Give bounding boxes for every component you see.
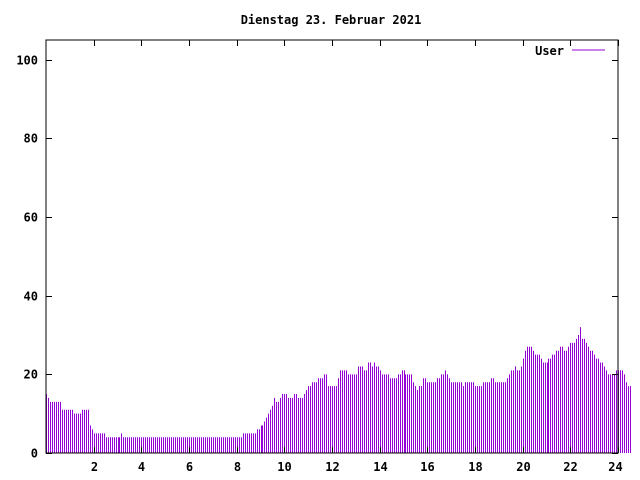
x-tick-label: 6 bbox=[186, 460, 193, 474]
y-tick-label: 80 bbox=[24, 132, 38, 146]
x-tick-label: 2 bbox=[91, 460, 98, 474]
x-tick-label: 12 bbox=[325, 460, 339, 474]
x-tick-label: 10 bbox=[277, 460, 291, 474]
y-tick-label: 60 bbox=[24, 211, 38, 225]
x-axis: 2 4 6 8 10 12 14 16 18 20 22 24 bbox=[91, 40, 623, 474]
x-tick-label: 8 bbox=[234, 460, 241, 474]
y-tick-label: 20 bbox=[24, 368, 38, 382]
y-tick-label: 40 bbox=[24, 290, 38, 304]
x-tick-label: 14 bbox=[373, 460, 387, 474]
chart-title: Dienstag 23. Februar 2021 bbox=[241, 13, 422, 27]
legend-label-user: User bbox=[535, 44, 564, 58]
data-bars bbox=[46, 327, 631, 453]
x-tick-label: 16 bbox=[420, 460, 434, 474]
x-tick-label: 4 bbox=[138, 460, 145, 474]
x-tick-label: 20 bbox=[516, 460, 530, 474]
y-axis: 0 20 40 60 80 100 bbox=[16, 54, 618, 461]
y-tick-label: 100 bbox=[16, 54, 38, 68]
x-tick-label: 18 bbox=[468, 460, 482, 474]
legend: User bbox=[535, 44, 605, 58]
y-tick-label: 0 bbox=[31, 447, 38, 461]
x-tick-label: 22 bbox=[563, 460, 577, 474]
x-tick-label: 24 bbox=[608, 460, 622, 474]
